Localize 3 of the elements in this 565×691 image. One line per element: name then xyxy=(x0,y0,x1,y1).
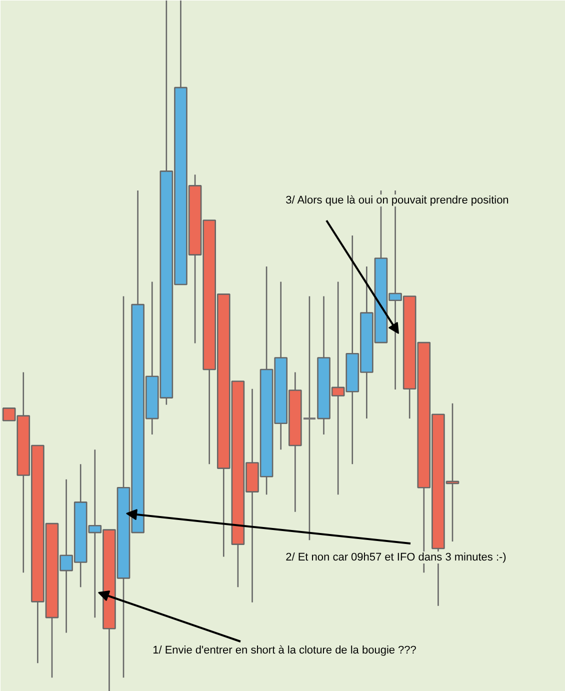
annotation: 1/ Envie d'entrer en short à la cloture de la bougie ??? xyxy=(152,644,416,656)
annotation: 2/ Et non car 09h57 et IFO dans 3 minutes :-) xyxy=(286,552,506,564)
annotation: 3/ Alors que là oui on pouvait prendre position xyxy=(286,194,509,206)
